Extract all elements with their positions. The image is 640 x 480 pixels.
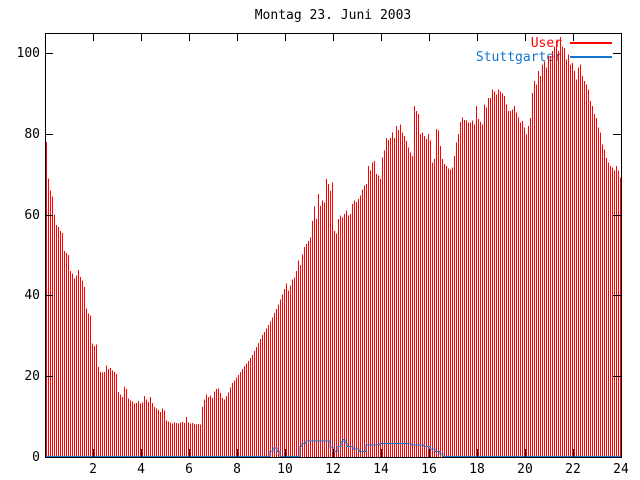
x-tick-label: 14 bbox=[373, 462, 389, 477]
y-tick-label: 0 bbox=[32, 450, 40, 465]
x-tick-label: 6 bbox=[185, 462, 193, 477]
x-tick-label: 24 bbox=[613, 462, 629, 477]
chart-title: Montag 23. Juni 2003 bbox=[254, 8, 412, 23]
x-tick-label: 20 bbox=[517, 462, 533, 477]
y-tick-label: 20 bbox=[24, 369, 40, 384]
legend-row-stuttgarter: Stuttgarter bbox=[475, 49, 612, 65]
legend-stuttgarter-line-sample bbox=[570, 56, 612, 58]
tick-marks bbox=[45, 33, 622, 458]
x-tick-label: 8 bbox=[233, 462, 241, 477]
y-tick-label: 40 bbox=[24, 288, 40, 303]
legend-row-user: User bbox=[476, 35, 612, 51]
x-tick-label: 22 bbox=[565, 462, 581, 477]
legend-stuttgarter-label: Stuttgarter bbox=[475, 49, 562, 65]
y-tick-label: 60 bbox=[24, 208, 40, 223]
y-tick-label: 100 bbox=[16, 46, 40, 61]
legend: User Stuttgarter bbox=[475, 35, 612, 65]
x-tick-label: 18 bbox=[469, 462, 485, 477]
legend-user-line-sample bbox=[570, 42, 612, 44]
plot-border bbox=[45, 33, 622, 458]
x-tick-label: 10 bbox=[277, 462, 293, 477]
x-tick-label: 4 bbox=[137, 462, 145, 477]
stuttgarter-step-line bbox=[45, 439, 621, 457]
x-tick-label: 2 bbox=[89, 462, 97, 477]
user-impulse-bars bbox=[46, 37, 621, 457]
x-tick-label: 16 bbox=[421, 462, 437, 477]
x-tick-label: 12 bbox=[325, 462, 341, 477]
y-tick-label: 80 bbox=[24, 127, 40, 142]
legend-user-label: User bbox=[530, 35, 562, 51]
